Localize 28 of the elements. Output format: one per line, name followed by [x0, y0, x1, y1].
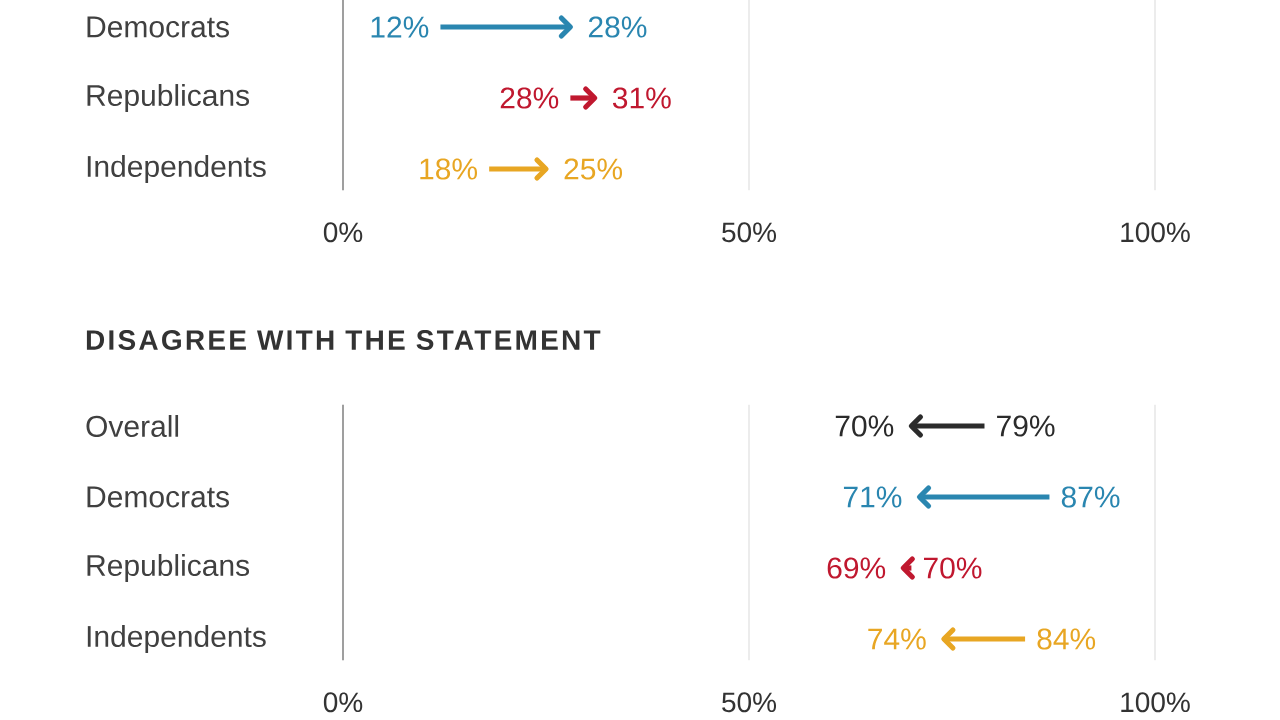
x-tick-label: 0%: [323, 222, 363, 243]
x-tick-label: 0%: [323, 692, 363, 713]
annotation: 74%: [868, 628, 926, 650]
annotation: 12%: [371, 16, 429, 38]
y-tick-label: Republicans: [87, 554, 250, 582]
annotation: 87%: [1061, 486, 1120, 508]
annotation: 25%: [564, 158, 623, 180]
annotation: 69%: [827, 557, 886, 579]
annotation: 31%: [612, 87, 671, 109]
annotation: 18%: [420, 158, 478, 180]
annotation: 28%: [588, 16, 647, 38]
annotation: 70%: [924, 557, 982, 579]
y-tick-label: Independents: [87, 625, 266, 653]
y-tick-label: Democrats: [87, 16, 229, 38]
annotation: 71%: [843, 486, 902, 508]
x-tick-label: 100%: [1121, 692, 1190, 713]
y-tick-label: Independents: [87, 155, 266, 183]
x-tick-label: 50%: [722, 692, 777, 713]
chart-title: DISAGREE WITH THE STATEMENT: [86, 330, 601, 350]
y-tick-label: Democrats: [87, 486, 229, 508]
x-tick-label: 50%: [722, 222, 777, 243]
annotation: 28%: [500, 87, 559, 109]
annotation: 70%: [835, 415, 894, 437]
annotation: 84%: [1037, 628, 1096, 650]
y-tick-label: Republicans: [87, 84, 250, 112]
annotation: 79%: [997, 415, 1055, 437]
x-tick-label: 100%: [1121, 222, 1190, 243]
y-tick-label: Overall: [86, 415, 179, 438]
